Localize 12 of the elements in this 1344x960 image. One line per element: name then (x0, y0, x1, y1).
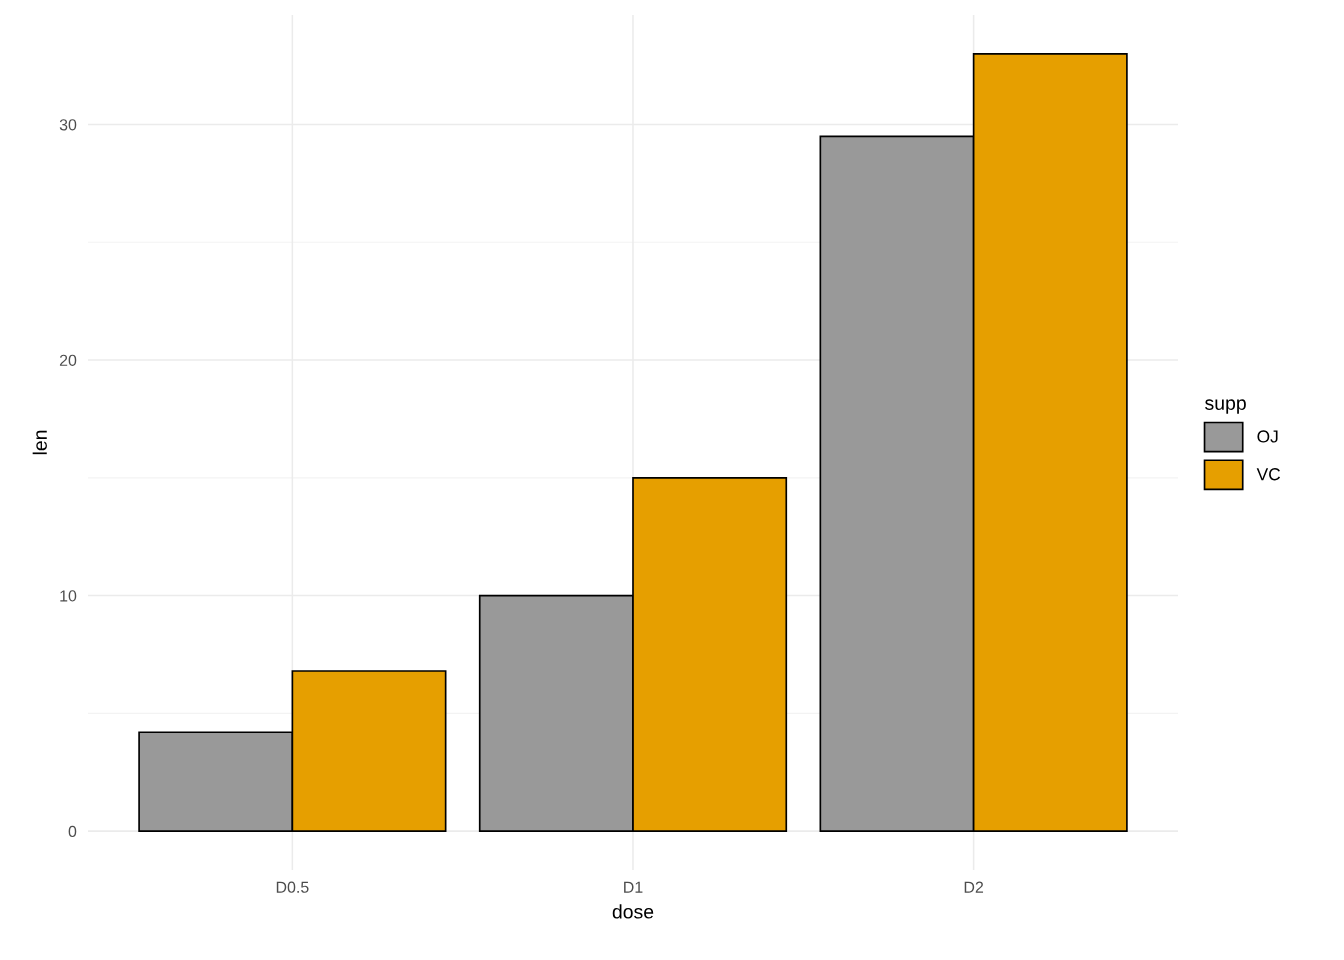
y-tick-label: 30 (59, 119, 77, 131)
y-tick-label: 20 (59, 354, 77, 367)
y-tick-label: 10 (60, 590, 77, 602)
x-tick-label: D2 (964, 881, 984, 893)
legend-label: VC (1256, 468, 1281, 481)
legend-label: OJ (1257, 430, 1278, 443)
legend-title: supp (1205, 399, 1246, 414)
x-axis-title: dose (612, 904, 654, 919)
x-tick-label: D1 (624, 881, 643, 893)
y-tick-label: 0 (68, 825, 77, 838)
x-tick-label: D0.5 (276, 881, 309, 893)
y-axis-title: len (32, 430, 47, 455)
